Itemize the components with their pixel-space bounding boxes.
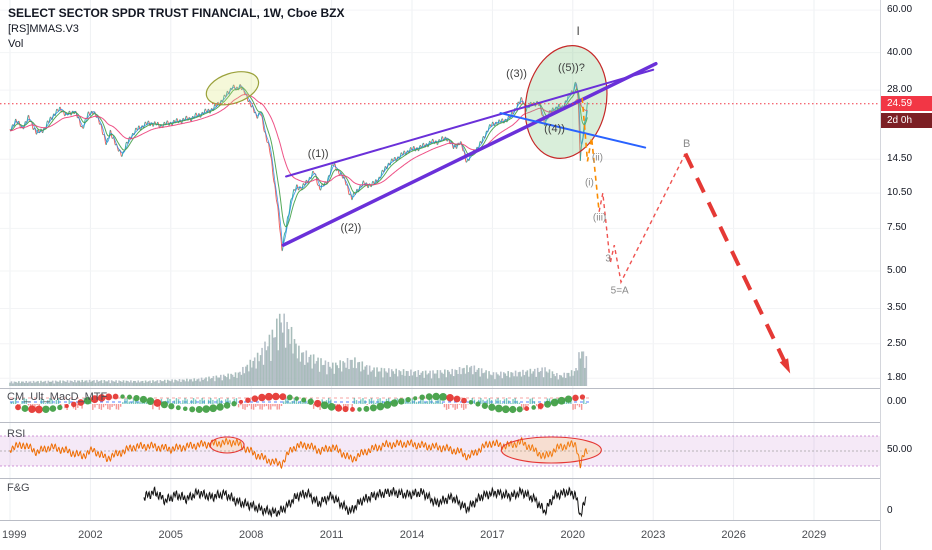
time-tick-label: 2011 xyxy=(319,529,344,541)
bar-countdown-badge: 2d 0h xyxy=(881,112,932,128)
price-tick-label: 1.80 xyxy=(887,372,907,384)
pane-separator[interactable] xyxy=(0,388,932,389)
price-tick-label: 28.00 xyxy=(887,84,913,96)
price-tick-label: 10.50 xyxy=(887,187,913,199)
pane-separator[interactable] xyxy=(0,520,932,521)
time-tick-label: 2002 xyxy=(78,529,103,541)
price-tick-label: 14.50 xyxy=(887,153,913,165)
time-tick-label: 2020 xyxy=(560,529,586,541)
time-tick-label: 2008 xyxy=(238,529,264,541)
price-tick-label: 2.50 xyxy=(887,337,907,349)
time-tick-label: 2005 xyxy=(158,529,184,541)
time-tick-label: 2014 xyxy=(399,529,425,541)
price-tick-label: 7.50 xyxy=(887,222,907,234)
legend-indicator[interactable]: [RS]MMAS.V3 xyxy=(8,23,79,35)
current-price-badge: 24.59 xyxy=(881,95,932,111)
time-tick-label: 2029 xyxy=(801,529,827,541)
rsi-level-label: 50.00 xyxy=(887,444,913,455)
macd-pane-label[interactable]: CM_Ult_MacD_MTF xyxy=(7,391,108,403)
price-scale-border xyxy=(880,0,881,550)
price-scale[interactable]: 0.00 50.00 0 24.59 2d 0h 60.00 40.00 28.00… xyxy=(881,0,932,550)
time-tick-label: 1999 xyxy=(2,529,27,541)
rsi-pane-label[interactable]: RSI xyxy=(7,428,26,440)
fg-level-label: 0 xyxy=(887,505,893,516)
price-tick-label: 5.00 xyxy=(887,265,907,276)
pane-separator[interactable] xyxy=(0,422,932,423)
time-tick-label: 2017 xyxy=(480,529,505,541)
time-scale[interactable]: 1999 2002 2005 2008 2011 2014 2017 2020 2023 2026… xyxy=(0,521,932,550)
fg-pane-label[interactable]: F&G xyxy=(7,482,30,494)
time-tick-label: 2023 xyxy=(640,529,666,541)
symbol-title[interactable]: SELECT SECTOR SPDR TRUST FINANCIAL, 1W, … xyxy=(8,6,345,20)
pane-separator[interactable] xyxy=(0,478,932,479)
time-tick-label: 2026 xyxy=(721,529,746,541)
legend-volume[interactable]: Vol xyxy=(8,38,24,50)
price-tick-label: 40.00 xyxy=(887,46,913,58)
price-tick-label: 3.50 xyxy=(887,302,907,314)
volume-zero-label: 0.00 xyxy=(887,396,907,407)
legend: SELECT SECTOR SPDR TRUST FINANCIAL, 1W, … xyxy=(8,6,344,53)
price-tick-label: 60.00 xyxy=(887,4,913,16)
